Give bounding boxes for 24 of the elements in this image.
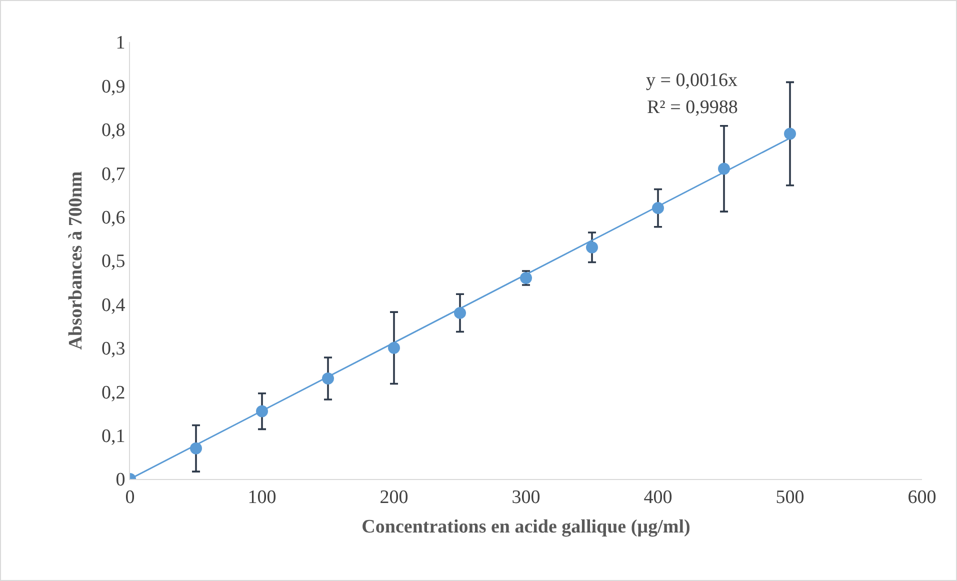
- x-axis-title: Concentrations en acide gallique (µg/ml): [362, 516, 690, 538]
- y-tick-label: 0,4: [101, 294, 126, 316]
- point: [784, 128, 796, 140]
- y-tick-label: 0,8: [101, 120, 126, 142]
- y-tick-label: 0,2: [101, 382, 126, 404]
- y-tick-label: 0,5: [101, 251, 126, 272]
- y-axis-title: Absorbances à 700nm: [65, 171, 86, 350]
- y-tick-label: 0,1: [101, 426, 126, 447]
- y-tick-label: 0,6: [101, 207, 126, 228]
- y-tick-label: 0,3: [101, 338, 126, 360]
- annotation: y = 0,0016x: [646, 70, 738, 91]
- annotation: R² = 0,9988: [647, 97, 738, 118]
- y-tick-label: 1: [116, 32, 126, 54]
- y-tick-label: 0,9: [101, 76, 126, 98]
- x-tick-label: 300: [512, 486, 540, 508]
- x-tick-label: 400: [644, 486, 672, 508]
- x-tick-label: 500: [776, 486, 804, 508]
- x-tick-label: 200: [380, 486, 408, 508]
- x-tick-label: 100: [248, 486, 276, 508]
- point: [586, 241, 598, 254]
- y-tick-label: 0: [116, 470, 126, 491]
- y-tick-label: 0,7: [101, 164, 126, 185]
- x-tick-label: 600: [908, 486, 936, 508]
- point: [388, 342, 400, 354]
